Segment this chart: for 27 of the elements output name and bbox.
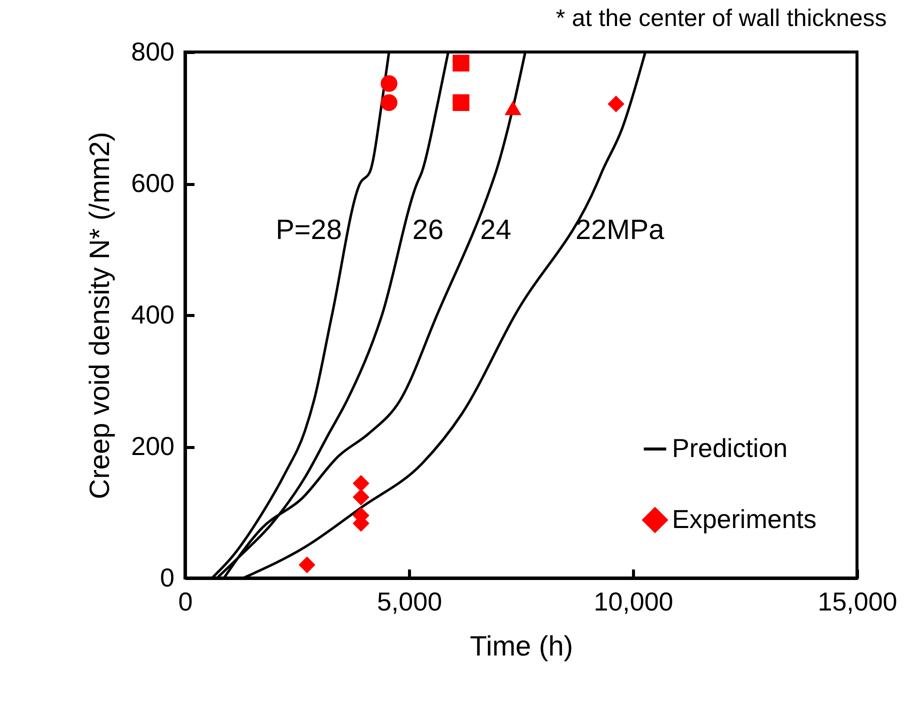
point: [608, 96, 624, 112]
y-tick-label: 600: [131, 168, 174, 198]
annotation: P=28: [276, 214, 342, 245]
y-tick-label: 200: [131, 431, 174, 461]
point: [452, 94, 470, 111]
annotation: 22MPa: [575, 214, 665, 245]
x-tick-label: 15,000: [818, 586, 898, 616]
x-tick-label: 0: [178, 586, 193, 616]
x-tick-label: 10,000: [594, 586, 674, 616]
x-tick-label: 5,000: [376, 586, 442, 616]
y-tick-label: 0: [160, 562, 174, 592]
point: [504, 100, 522, 116]
point: [452, 54, 470, 72]
y-tick-label: 800: [131, 36, 174, 66]
point: [380, 75, 398, 92]
point: [380, 94, 398, 111]
text: * at the center of wall thickness: [556, 5, 887, 32]
legend-label: Experiments: [672, 504, 816, 534]
point: [352, 474, 370, 492]
x-axis-title: Time (h): [470, 630, 574, 662]
y-tick-label: 400: [131, 300, 174, 330]
annotation: 24: [480, 214, 512, 245]
point: [352, 488, 370, 506]
annotation: 26: [412, 214, 444, 245]
point: [298, 556, 316, 574]
y-axis-title: Creep void density N* (/mm2): [84, 132, 116, 500]
legend-label: Prediction: [672, 433, 788, 463]
